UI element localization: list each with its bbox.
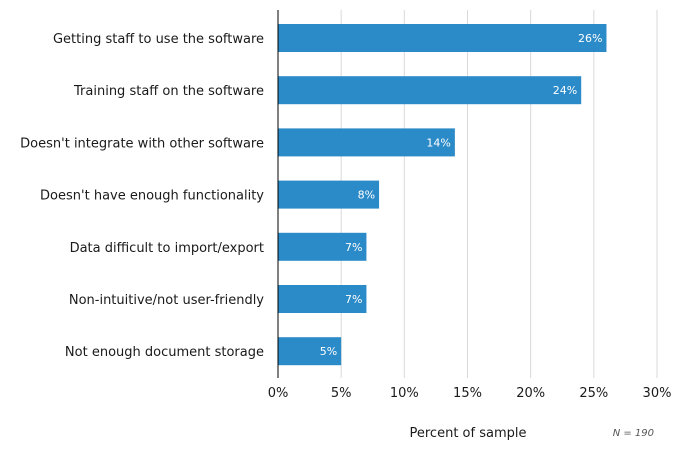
category-label-6: Not enough document storage: [65, 345, 264, 360]
bar-3: [278, 180, 380, 209]
bar-2: [278, 128, 455, 157]
category-label-3: Doesn't have enough functionality: [40, 189, 264, 204]
x-tick-label-0: 0%: [268, 386, 289, 401]
bar-4: [278, 232, 367, 261]
bar-value-label-1: 24%: [553, 84, 577, 97]
bar-value-label-5: 7%: [345, 293, 362, 306]
x-tick-label-4: 20%: [516, 386, 545, 401]
category-labels: Getting staff to use the software Trainin…: [20, 32, 264, 360]
x-tick-label-2: 10%: [390, 386, 419, 401]
bar-5: [278, 285, 367, 313]
bar-value-label-2: 14%: [426, 136, 450, 149]
x-axis-title: Percent of sample: [410, 426, 527, 441]
x-tick-label-3: 15%: [453, 386, 482, 401]
bar-1: [278, 76, 582, 105]
category-label-5: Non-intuitive/not user-friendly: [69, 293, 264, 308]
bar-value-label-4: 7%: [345, 241, 362, 254]
bar-6: [278, 337, 342, 366]
category-label-0: Getting staff to use the software: [53, 32, 264, 47]
bar-value-label-6: 5%: [320, 345, 337, 358]
x-tick-label-1: 5%: [331, 386, 352, 401]
category-label-2: Doesn't integrate with other software: [20, 136, 264, 151]
sample-size-note: N = 190: [613, 428, 654, 439]
bar-value-label-3: 8%: [358, 189, 375, 202]
bar-0: [278, 24, 607, 52]
category-label-4: Data difficult to import/export: [70, 241, 264, 256]
bar-value-label-0: 26%: [578, 32, 602, 45]
category-label-1: Training staff on the software: [73, 84, 264, 99]
bars: 26% 24% 14% 8% 7% 7% 5%: [278, 24, 607, 366]
x-tick-label-5: 25%: [579, 386, 608, 401]
gridlines: [340, 10, 658, 378]
x-tick-labels: 0% 5% 10% 15% 20% 25% 30%: [268, 386, 672, 401]
x-tick-label-6: 30%: [643, 386, 672, 401]
